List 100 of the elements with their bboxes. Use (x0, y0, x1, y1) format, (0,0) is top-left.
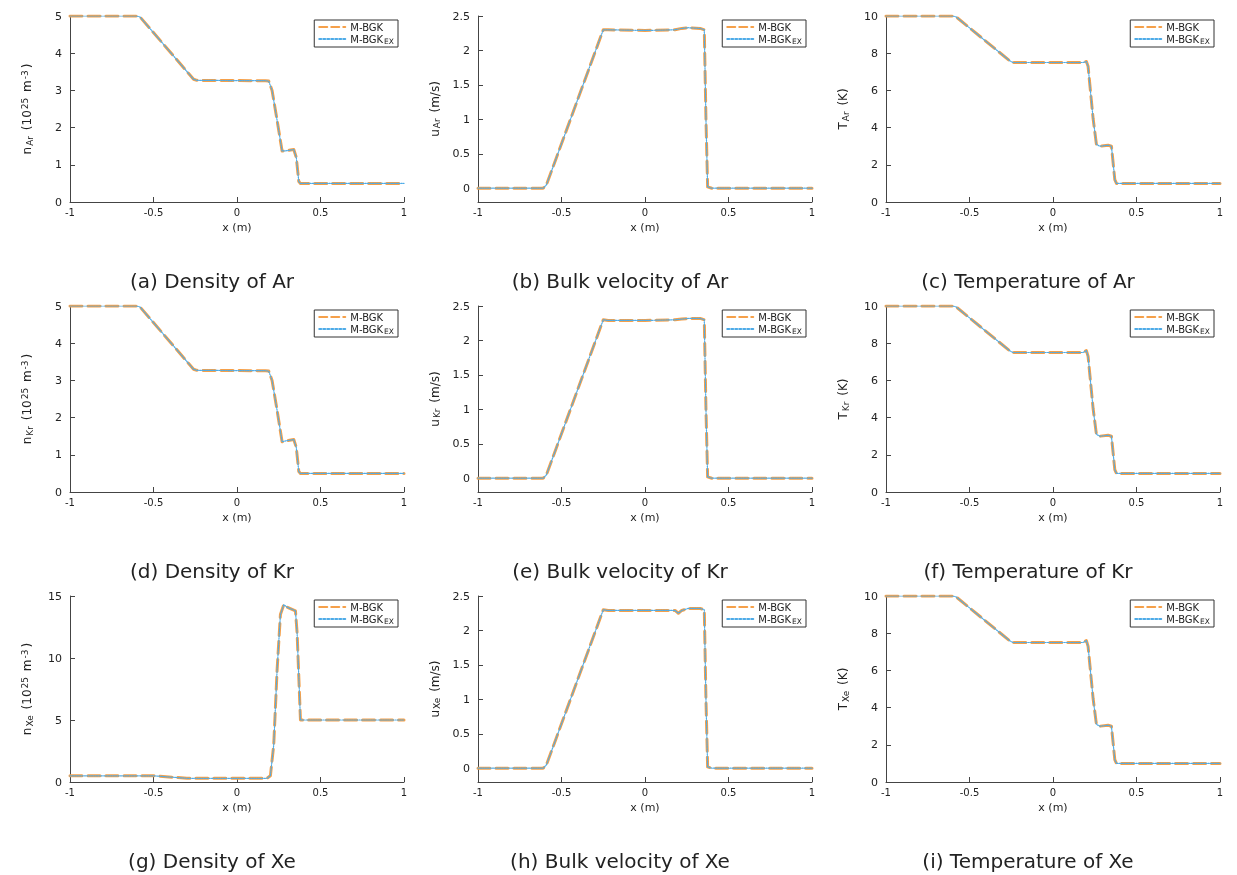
x-axis-title: x (m) (1038, 511, 1068, 524)
x-tick-label: -1 (881, 206, 891, 218)
y-axis-title: nXe (1025 m-3) (19, 642, 35, 736)
text: (a) Density of Ar (129, 269, 295, 293)
x-tick-label: -0.5 (959, 206, 980, 218)
x-axis-title: x (m) (630, 221, 660, 234)
text: (g) Density of Xe (128, 849, 296, 873)
text: (c) Temperature of Ar (921, 269, 1136, 293)
x-tick-label: 1 (1216, 786, 1224, 798)
y-tick-label: 2.5 (452, 9, 470, 23)
legend-label: M-BGK (1166, 601, 1200, 613)
y-tick-label: 2 (55, 411, 62, 425)
x-tick-label: -1 (473, 786, 483, 798)
y-axis-title: TXe (K) (836, 667, 851, 712)
y-tick-label: 10 (48, 651, 62, 665)
text: (e) Bulk velocity of Kr (512, 559, 729, 583)
x-tick-label: 1 (808, 206, 816, 218)
x-tick-label: -1 (881, 496, 891, 508)
x-tick-label: 0 (233, 786, 241, 798)
legend-label: M-BGK (758, 311, 792, 323)
y-tick-label: 3 (55, 373, 62, 387)
x-tick-label: 0 (641, 786, 649, 798)
x-tick-label: 0 (641, 496, 649, 508)
y-tick-label: 8 (871, 336, 878, 350)
x-tick-label: 0 (1049, 206, 1057, 218)
y-axis-title: uKr (m/s) (427, 371, 443, 427)
x-tick-label: 1 (400, 206, 408, 218)
legend-label: M-BGK (350, 21, 384, 33)
y-tick-label: 0 (871, 195, 878, 209)
y-tick-label: 3 (55, 83, 62, 97)
x-tick-label: 0 (641, 206, 649, 218)
legend-label: M-BGK (1166, 311, 1200, 323)
x-tick-label: 1 (1216, 496, 1224, 508)
y-tick-label: 0.5 (452, 727, 470, 741)
y-tick-label: 6 (871, 663, 878, 677)
x-axis-title: x (m) (222, 801, 252, 814)
y-tick-label: 4 (871, 121, 878, 135)
y-axis-title: nKr (1025 m-3) (19, 353, 35, 445)
x-tick-label: -0.5 (959, 496, 980, 508)
x-tick-label: -0.5 (551, 496, 572, 508)
text: (b) Bulk velocity of Ar (511, 269, 730, 293)
legend-label: M-BGK (350, 601, 384, 613)
y-tick-label: 1 (463, 402, 470, 416)
x-tick-label: 0.5 (720, 786, 737, 798)
y-tick-label: 8 (871, 626, 878, 640)
x-tick-label: 0.5 (1128, 496, 1145, 508)
x-tick-label: 0.5 (312, 786, 329, 798)
x-tick-label: -0.5 (143, 496, 164, 508)
y-tick-label: 8 (871, 46, 878, 60)
y-tick-label: 1 (55, 448, 62, 462)
y-axis-title: TKr (K) (836, 378, 851, 421)
y-tick-label: 0 (55, 195, 62, 209)
y-tick-label: 1.5 (452, 78, 470, 92)
y-tick-label: 5 (55, 9, 62, 23)
y-tick-label: 4 (55, 46, 62, 60)
x-tick-label: 1 (400, 496, 408, 508)
x-tick-label: -0.5 (551, 206, 572, 218)
y-tick-label: 10 (864, 589, 878, 603)
legend-label: M-BGK (350, 311, 384, 323)
y-tick-label: 0 (871, 775, 878, 789)
x-axis-title: x (m) (222, 511, 252, 524)
text: (i) Temperature of Xe (922, 849, 1134, 873)
y-axis-title: nAr (1025 m-3) (19, 63, 35, 155)
y-axis-title: TAr (K) (836, 88, 851, 131)
y-tick-label: 5 (55, 299, 62, 313)
y-tick-label: 2 (871, 158, 878, 172)
text: (h) Bulk velocity of Xe (510, 849, 730, 873)
x-axis-title: x (m) (630, 801, 660, 814)
y-tick-label: 6 (871, 373, 878, 387)
y-tick-label: 2 (463, 333, 470, 347)
x-tick-label: -0.5 (143, 786, 164, 798)
x-tick-label: 0.5 (720, 496, 737, 508)
y-tick-label: 0.5 (452, 437, 470, 451)
x-tick-label: -1 (881, 786, 891, 798)
x-tick-label: 1 (808, 786, 816, 798)
x-tick-label: 0 (1049, 786, 1057, 798)
x-tick-label: 0.5 (720, 206, 737, 218)
y-tick-label: 6 (871, 83, 878, 97)
y-tick-label: 4 (55, 336, 62, 350)
x-tick-label: -1 (65, 496, 75, 508)
y-tick-label: 2 (871, 448, 878, 462)
y-tick-label: 10 (864, 299, 878, 313)
y-tick-label: 2 (463, 623, 470, 637)
y-tick-label: 0.5 (452, 147, 470, 161)
x-tick-label: -1 (473, 496, 483, 508)
x-tick-label: 0 (1049, 496, 1057, 508)
x-tick-label: 0.5 (1128, 206, 1145, 218)
y-tick-label: 4 (871, 411, 878, 425)
y-tick-label: 1.5 (452, 658, 470, 672)
y-tick-label: 1.5 (452, 368, 470, 382)
legend-label: M-BGK (758, 601, 792, 613)
y-tick-label: 0 (55, 775, 62, 789)
y-tick-label: 15 (48, 589, 62, 603)
text: (d) Density of Kr (129, 559, 295, 583)
legend-label: M-BGK (758, 21, 792, 33)
legend-label: M-BGK (1166, 21, 1200, 33)
y-tick-label: 10 (864, 9, 878, 23)
x-axis-title: x (m) (222, 221, 252, 234)
y-tick-label: 1 (463, 692, 470, 706)
x-tick-label: 1 (1216, 206, 1224, 218)
